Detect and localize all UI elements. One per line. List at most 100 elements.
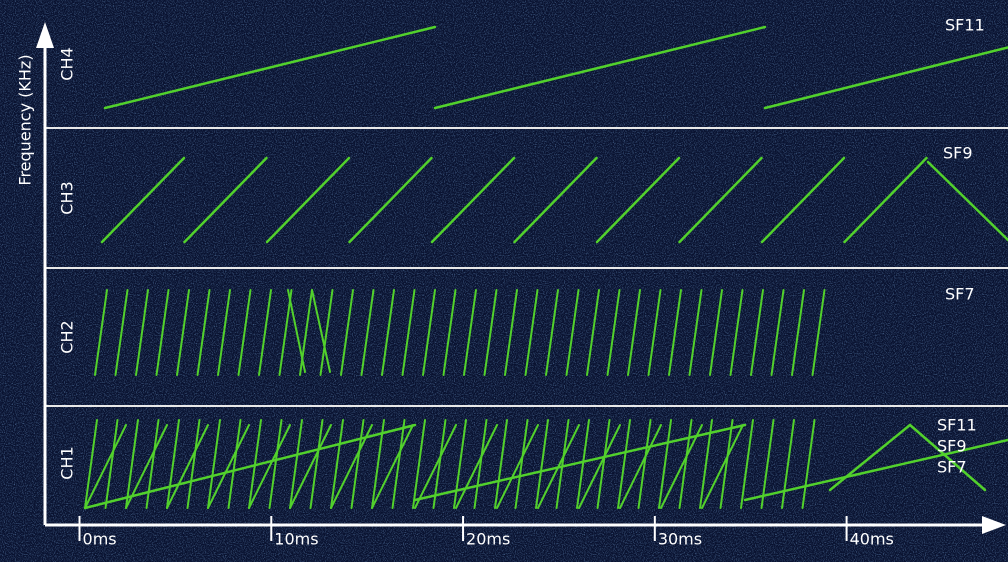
- chirp: [100, 156, 186, 244]
- chirp: [432, 419, 447, 509]
- chirp: [760, 419, 775, 509]
- chirp: [94, 289, 108, 376]
- chirp: [287, 289, 306, 373]
- sf-label: SF7: [937, 458, 967, 477]
- chirp: [217, 289, 231, 376]
- chirp: [371, 424, 414, 509]
- chirp: [430, 156, 516, 244]
- chirp: [701, 424, 744, 509]
- chirp: [578, 424, 621, 509]
- chirp: [145, 419, 160, 509]
- chirp: [496, 424, 539, 509]
- chirp: [926, 160, 1008, 242]
- chirp: [348, 156, 433, 244]
- chirp: [289, 424, 332, 509]
- x-axis-arrow: [982, 516, 1006, 534]
- chirp: [801, 419, 816, 509]
- chirp: [617, 419, 631, 509]
- chirp: [770, 289, 785, 376]
- chirp: [265, 156, 351, 244]
- chirp: [84, 419, 98, 509]
- x-tick-label: 0ms: [83, 530, 117, 549]
- chirp: [596, 419, 611, 509]
- chirp: [248, 424, 291, 509]
- chirp: [719, 419, 734, 509]
- chirp: [207, 424, 250, 509]
- chirp: [125, 424, 168, 509]
- chirp: [658, 419, 672, 509]
- chirp: [289, 419, 303, 509]
- chirp: [627, 289, 641, 376]
- chirp: [237, 289, 252, 376]
- chirp: [278, 289, 293, 376]
- chirp: [760, 156, 846, 244]
- chirp: [483, 289, 498, 376]
- x-tick-label: 20ms: [466, 530, 510, 549]
- channel-label: CH1: [58, 446, 77, 479]
- sf-label: SF9: [943, 144, 973, 163]
- chirp: [319, 289, 334, 376]
- chirp: [494, 419, 508, 509]
- chirp: [114, 289, 129, 376]
- chirp: [699, 419, 713, 509]
- chirp: [311, 289, 331, 373]
- x-tick-label: 30ms: [658, 530, 702, 549]
- x-tick-label: 40ms: [850, 530, 894, 549]
- chirp: [647, 289, 662, 376]
- chirp: [619, 424, 662, 509]
- chirp: [740, 419, 754, 509]
- chirp: [729, 289, 744, 376]
- sf-label: SF7: [945, 285, 975, 304]
- chirp: [183, 156, 268, 244]
- chirp: [545, 289, 559, 376]
- chirp: [828, 423, 912, 492]
- chirp: [176, 289, 190, 376]
- chirp: [709, 289, 723, 376]
- chirp: [414, 424, 457, 509]
- chirp: [401, 289, 416, 376]
- chirp: [565, 289, 580, 376]
- chirp: [811, 289, 826, 376]
- chirp: [433, 25, 767, 110]
- chirp: [453, 419, 467, 509]
- chirp: [258, 289, 272, 376]
- chirp: [84, 424, 127, 509]
- chirp: [227, 419, 242, 509]
- chirp: [514, 419, 529, 509]
- chirp: [412, 419, 426, 509]
- sf-label: SF11: [937, 416, 977, 435]
- chirp: [104, 419, 119, 509]
- chirp: [688, 289, 703, 376]
- chirp: [330, 424, 373, 509]
- x-tick-label: 10ms: [274, 530, 318, 549]
- chirp: [155, 289, 170, 376]
- sf-label: SF11: [945, 16, 985, 35]
- chirp: [781, 419, 795, 509]
- axes: 0ms 10ms 20ms 30ms 40ms CH4 SF11 CH3 SF9 CH2 SF7 CH…: [36, 16, 1008, 549]
- chirp: [207, 419, 221, 509]
- chirp-layer: [83, 25, 1008, 510]
- chirp: [381, 289, 395, 376]
- chirp: [196, 289, 211, 376]
- chirp: [125, 419, 139, 509]
- chirp: [763, 46, 1008, 110]
- chirp: [360, 289, 375, 376]
- chirp: [908, 423, 987, 492]
- chirp: [606, 289, 621, 376]
- chirp: [186, 419, 201, 509]
- chirp: [678, 419, 693, 509]
- channel-label: CH4: [58, 47, 77, 80]
- chirp: [750, 289, 764, 376]
- chirp: [513, 156, 598, 244]
- chirp: [660, 424, 703, 509]
- chirp: [166, 419, 180, 509]
- chirp: [166, 424, 209, 509]
- chirp: [595, 156, 681, 244]
- chirp: [350, 419, 365, 509]
- chirp: [268, 419, 283, 509]
- chirp: [524, 289, 539, 376]
- channel-label: CH3: [58, 181, 77, 214]
- chirp: [391, 419, 406, 509]
- chirp: [473, 419, 488, 509]
